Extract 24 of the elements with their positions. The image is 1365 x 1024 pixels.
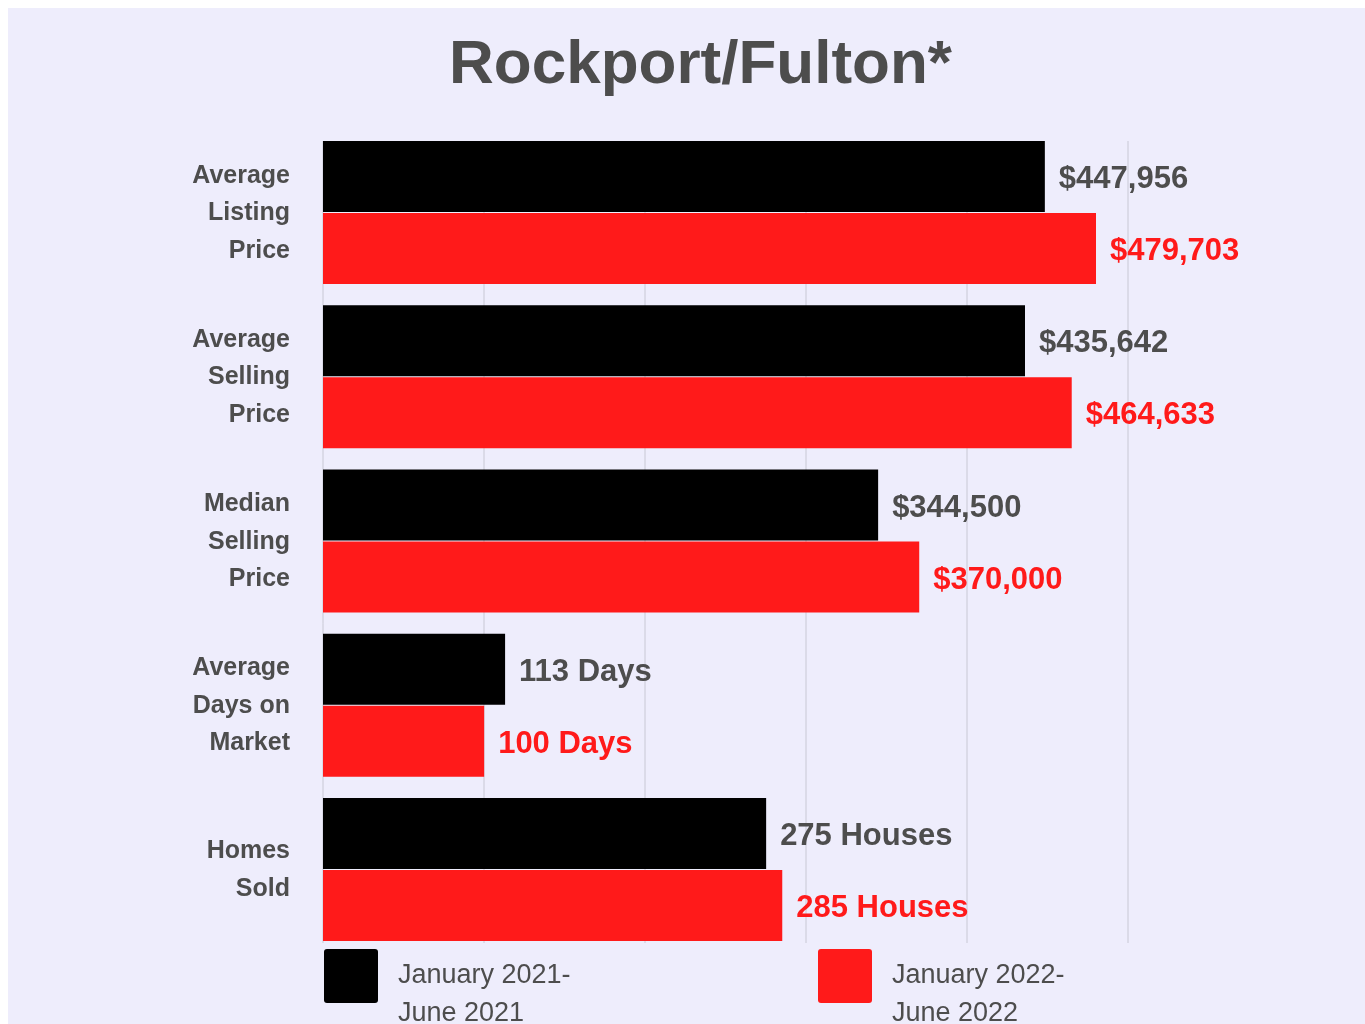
bar (323, 213, 1096, 284)
data-label: $464,633 (1085, 396, 1216, 432)
data-label: $435,642 (1039, 324, 1169, 360)
bar (323, 541, 920, 613)
data-label: $344,500 (892, 488, 1022, 524)
y-tick-label: Homes Sold (206, 835, 290, 901)
data-label: 113 Days (519, 652, 652, 688)
data-label: $447,956 (1058, 160, 1189, 195)
y-tick-label: Average Days on Market (192, 652, 291, 756)
y-tick-label: Median Selling Price (203, 488, 291, 591)
data-label: 285 Houses (796, 889, 969, 924)
y-tick-label: Average Listing Price (192, 159, 291, 263)
data-label: 275 Houses (780, 817, 953, 852)
bar (323, 141, 1045, 212)
bar (323, 305, 1025, 377)
legend-label: January 2021- June 2021 (398, 959, 571, 1024)
data-label: $479,703 (1110, 232, 1240, 267)
y-tick-label: Average Selling Price (192, 323, 291, 427)
bar (323, 469, 879, 541)
data-label: $370,000 (933, 560, 1063, 596)
bar (323, 377, 1072, 449)
data-label: 100 Days (498, 724, 633, 760)
chart-title: Rockport/Fulton* (449, 27, 953, 96)
legend-label: January 2022- June 2022 (892, 959, 1065, 1024)
